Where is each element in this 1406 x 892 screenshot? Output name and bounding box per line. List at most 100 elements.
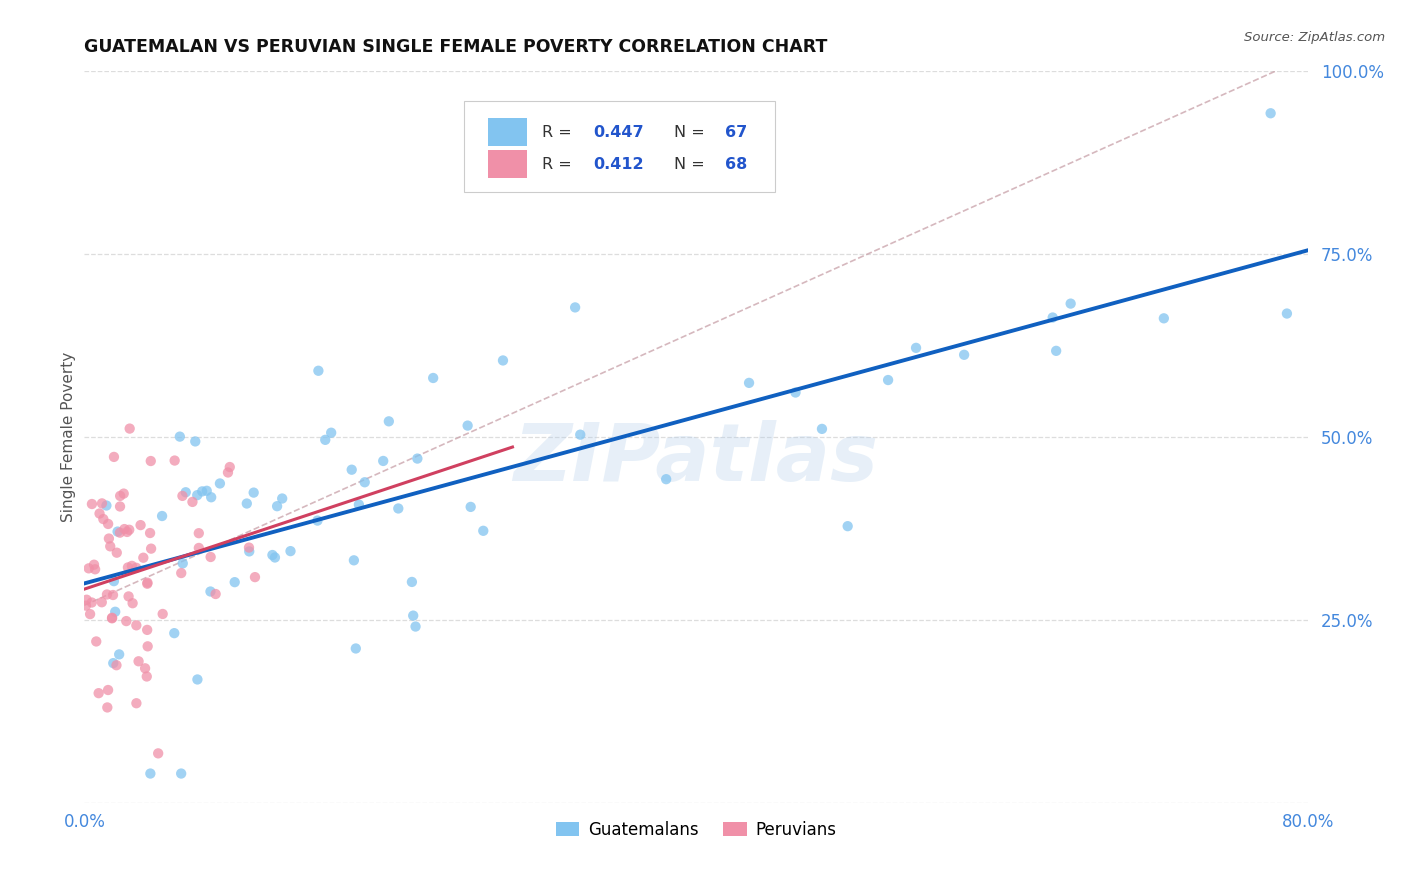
Point	[378, 414, 401, 428]
Point	[108, 489, 131, 503]
Point	[108, 500, 131, 514]
Point	[79, 607, 101, 621]
Point	[150, 508, 173, 523]
Point	[112, 522, 135, 536]
Point	[307, 514, 329, 528]
Point	[163, 626, 186, 640]
Point	[108, 525, 131, 540]
Point	[115, 614, 138, 628]
Point	[401, 574, 423, 589]
Point	[387, 501, 409, 516]
Point	[186, 673, 208, 687]
Point	[208, 476, 231, 491]
Point	[97, 532, 120, 546]
Text: Source: ZipAtlas.com: Source: ZipAtlas.com	[1244, 31, 1385, 45]
Point	[200, 490, 222, 504]
Point	[125, 618, 148, 632]
Point	[139, 454, 162, 468]
Point	[266, 499, 288, 513]
Text: R =: R =	[541, 125, 576, 139]
Legend: Guatemalans, Peruvians: Guatemalans, Peruvians	[550, 814, 842, 846]
Point	[321, 425, 343, 440]
Point	[125, 561, 148, 575]
Point	[344, 641, 367, 656]
Point	[353, 475, 375, 490]
Point	[97, 516, 120, 531]
Point	[905, 341, 928, 355]
Point	[837, 519, 859, 533]
Text: 0.447: 0.447	[593, 125, 644, 139]
Point	[136, 575, 159, 590]
Point	[128, 654, 150, 668]
Point	[134, 661, 156, 675]
Y-axis label: Single Female Poverty: Single Female Poverty	[60, 352, 76, 522]
Point	[181, 495, 204, 509]
Point	[98, 539, 121, 553]
Point	[174, 485, 197, 500]
Point	[90, 595, 112, 609]
Point	[172, 489, 194, 503]
Point	[1275, 306, 1298, 320]
Point	[108, 648, 131, 662]
Point	[97, 683, 120, 698]
Point	[121, 596, 143, 610]
Point	[103, 450, 125, 464]
Point	[314, 433, 336, 447]
Point	[200, 584, 222, 599]
Point	[136, 640, 159, 654]
Point	[103, 574, 125, 589]
Point	[104, 605, 127, 619]
Text: ZIPatlas: ZIPatlas	[513, 420, 879, 498]
Point	[83, 558, 105, 572]
Point	[1042, 310, 1064, 325]
Text: 68: 68	[725, 157, 748, 172]
Point	[101, 611, 124, 625]
Point	[187, 526, 209, 541]
Point	[139, 766, 162, 780]
Point	[172, 557, 194, 571]
Point	[655, 472, 678, 486]
Point	[163, 453, 186, 467]
Point	[264, 550, 287, 565]
Text: GUATEMALAN VS PERUVIAN SINGLE FEMALE POVERTY CORRELATION CHART: GUATEMALAN VS PERUVIAN SINGLE FEMALE POV…	[84, 38, 828, 56]
Point	[1153, 311, 1175, 326]
Point	[96, 587, 118, 601]
Point	[1260, 106, 1282, 120]
Point	[200, 549, 222, 564]
Point	[169, 429, 191, 443]
Point	[460, 500, 482, 514]
Point	[101, 611, 124, 625]
Point	[184, 434, 207, 449]
Point	[87, 686, 110, 700]
Point	[738, 376, 761, 390]
Point	[271, 491, 294, 506]
Point	[472, 524, 495, 538]
Point	[569, 427, 592, 442]
Text: N =: N =	[673, 125, 710, 139]
Text: R =: R =	[541, 157, 582, 172]
Text: N =: N =	[673, 157, 710, 172]
Point	[191, 484, 214, 499]
Point	[343, 553, 366, 567]
Point	[564, 301, 586, 315]
Point	[1045, 343, 1067, 358]
Point	[243, 570, 266, 584]
Point	[238, 544, 260, 558]
Point	[457, 418, 479, 433]
Point	[80, 497, 103, 511]
Text: 67: 67	[725, 125, 748, 139]
Point	[107, 524, 129, 539]
Point	[224, 575, 246, 590]
Point	[204, 587, 226, 601]
Point	[242, 485, 264, 500]
Point	[105, 546, 128, 560]
Point	[77, 561, 100, 575]
Point	[406, 451, 429, 466]
Point	[105, 658, 128, 673]
Point	[402, 608, 425, 623]
Point	[139, 526, 162, 541]
Point	[492, 353, 515, 368]
Point	[103, 656, 125, 670]
Point	[91, 512, 114, 526]
Point	[262, 548, 284, 562]
